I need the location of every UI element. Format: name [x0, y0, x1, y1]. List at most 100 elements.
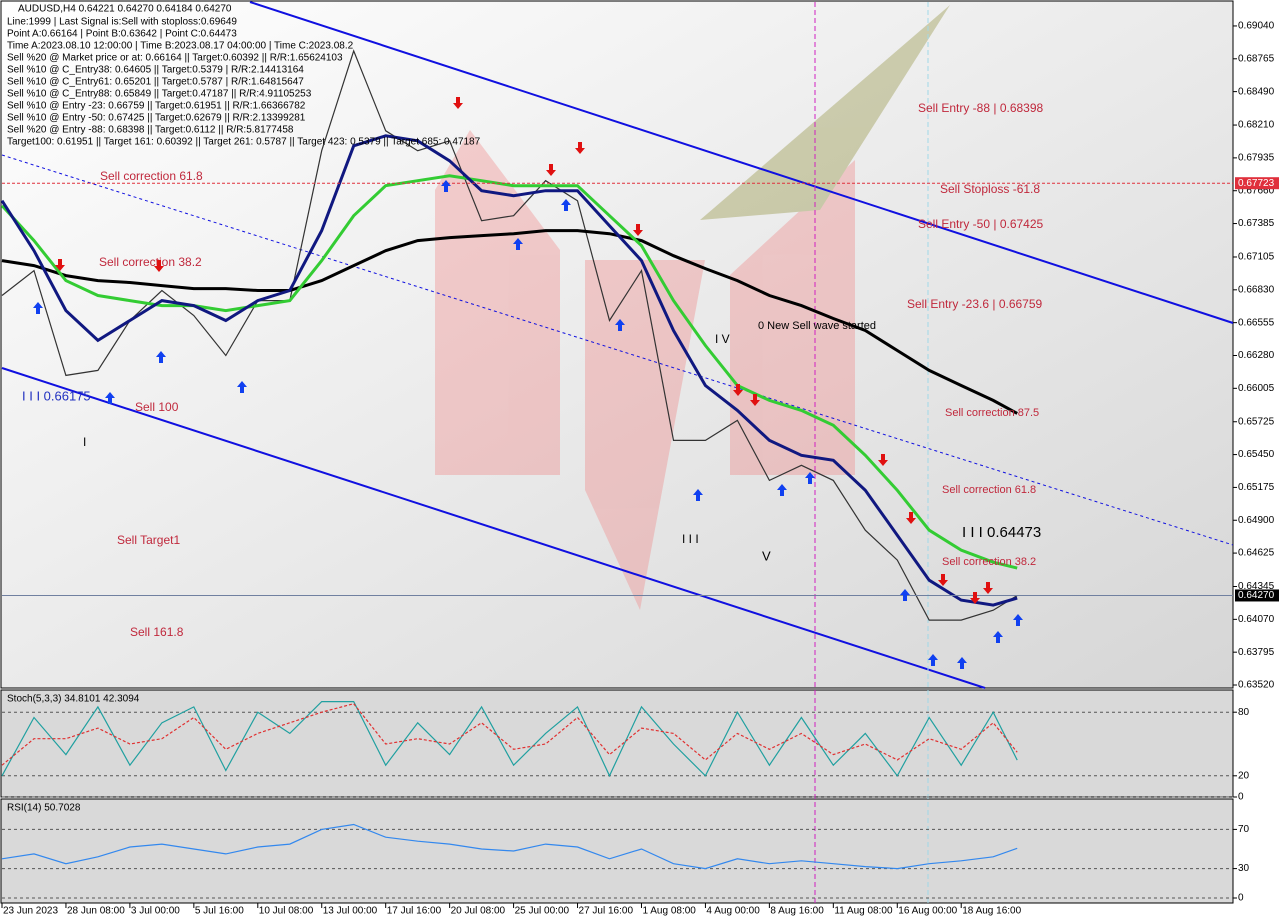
- y-tick-label: 0.64345: [1238, 581, 1275, 592]
- signal-arrow: [693, 489, 703, 501]
- x-tick-label: 3 Jul 00:00: [131, 906, 180, 917]
- y-tick-label: 0.64070: [1238, 614, 1275, 625]
- series-line: [1, 701, 1018, 778]
- signal-arrow: [615, 319, 625, 331]
- signal-arrow: [154, 260, 164, 272]
- y-tick-label: 0.67385: [1238, 218, 1275, 229]
- y-tick-label: 70: [1238, 824, 1250, 835]
- annotation: I I I 0.64473: [962, 524, 1041, 541]
- x-tick-label: 4 Aug 00:00: [706, 906, 760, 917]
- annotation: Sell correction 38.2: [99, 255, 202, 269]
- annotation: Sell correction 61.8: [942, 484, 1036, 496]
- y-tick-label: 0.64625: [1238, 548, 1275, 559]
- annotation: Sell Entry -50 | 0.67425: [918, 217, 1044, 231]
- watermark: [435, 5, 950, 610]
- annotation: I: [83, 435, 86, 449]
- y-tick-label: 80: [1238, 707, 1250, 718]
- signal-arrow: [805, 472, 815, 484]
- y-tick-label: 0.67935: [1238, 153, 1275, 164]
- info-line: Point A:0.66164 | Point B:0.63642 | Poin…: [7, 29, 237, 40]
- annotation: I V: [715, 332, 730, 346]
- series-line: [1, 229, 1018, 415]
- x-tick-label: 5 Jul 16:00: [195, 906, 244, 917]
- signal-arrow: [33, 302, 43, 314]
- annotation: Sell Entry -23.6 | 0.66759: [907, 297, 1043, 311]
- annotation: I I I: [682, 532, 699, 546]
- info-line: Line:1999 | Last Signal is:Sell with sto…: [7, 17, 237, 28]
- info-line: Sell %10 @ C_Entry88: 0.65849 || Target:…: [7, 89, 312, 100]
- series-line: [1, 703, 1018, 766]
- stop-label-box: [1235, 177, 1279, 190]
- annotation: Sell 100: [135, 400, 179, 414]
- y-tick-label: 0.68490: [1238, 86, 1275, 97]
- last-price-label: 0.64270: [1238, 590, 1275, 601]
- annotation: V: [762, 548, 771, 563]
- annotation: Sell correction 38.2: [942, 556, 1036, 568]
- signal-arrow: [733, 384, 743, 396]
- y-tick-label: 0.66005: [1238, 383, 1275, 394]
- info-line: Sell %10 @ C_Entry61: 0.65201 || Target:…: [7, 77, 304, 88]
- signal-arrow: [957, 657, 967, 669]
- x-tick-label: 17 Jul 16:00: [387, 906, 442, 917]
- x-tick-label: 25 Jul 00:00: [515, 906, 570, 917]
- signal-arrow: [237, 381, 247, 393]
- signal-arrow: [938, 574, 948, 586]
- signal-arrow: [633, 224, 643, 236]
- y-tick-label: 0.65725: [1238, 416, 1275, 427]
- signal-arrow: [1013, 614, 1023, 626]
- signal-arrow: [156, 351, 166, 363]
- signal-arrow: [513, 238, 523, 250]
- annotation: I I I 0.66175: [22, 388, 91, 403]
- x-tick-label: 8 Aug 16:00: [770, 906, 824, 917]
- y-tick-label: 0.66830: [1238, 284, 1275, 295]
- signal-arrow: [906, 512, 916, 524]
- signal-arrow: [928, 654, 938, 666]
- main-panel: [0, 0, 1234, 689]
- stoch-panel: [0, 689, 1234, 798]
- x-tick-label: 11 Aug 08:00: [834, 906, 893, 917]
- annotation: 0 New Sell wave started: [758, 320, 876, 332]
- indicator-title: Stoch(5,3,3) 34.8101 42.3094: [7, 694, 140, 705]
- annotation: Sell correction 87.5: [945, 407, 1039, 419]
- annotation: Sell correction 61.8: [100, 169, 203, 183]
- info-line: Sell %20 @ Market price or at: 0.66164 |…: [7, 53, 343, 64]
- x-tick-label: 18 Aug 16:00: [962, 906, 1021, 917]
- info-line: Sell %10 @ C_Entry38: 0.64605 || Target:…: [7, 65, 304, 76]
- y-tick-label: 0.64900: [1238, 515, 1275, 526]
- info-line: Time A:2023.08.10 12:00:00 | Time B:2023…: [7, 41, 354, 52]
- y-tick-label: 0.68210: [1238, 120, 1275, 131]
- signal-arrow: [878, 454, 888, 466]
- stop-label: 0.67723: [1238, 178, 1275, 189]
- signal-arrow: [453, 97, 463, 109]
- x-tick-label: 1 Aug 08:00: [642, 906, 696, 917]
- x-tick-label: 16 Aug 00:00: [898, 906, 957, 917]
- signal-arrow: [55, 259, 65, 271]
- x-tick-label: 23 Jun 2023: [3, 906, 58, 917]
- series-line: [1, 823, 1018, 870]
- x-tick-label: 28 Jun 08:00: [67, 906, 125, 917]
- indicator-title: RSI(14) 50.7028: [7, 803, 81, 814]
- signal-arrow: [750, 394, 760, 406]
- channel: [1, 1, 1234, 903]
- y-tick-label: 0.66555: [1238, 317, 1275, 328]
- y-tick-label: 0: [1238, 792, 1244, 803]
- x-tick-label: 13 Jul 00:00: [323, 906, 378, 917]
- signal-arrow: [970, 592, 980, 604]
- y-tick-label: 0.67660: [1238, 185, 1275, 196]
- x-tick-label: 20 Jul 08:00: [451, 906, 506, 917]
- series-line: [0, 174, 1018, 570]
- symbol-title: AUDUSD,H4 0.64221 0.64270 0.64184 0.6427…: [18, 4, 232, 15]
- signal-arrow: [900, 589, 910, 601]
- signal-arrow: [993, 631, 1003, 643]
- signal-arrow: [983, 582, 993, 594]
- signal-arrow: [561, 199, 571, 211]
- annotation: Sell 161.8: [130, 625, 184, 639]
- series-line: [0, 134, 1018, 607]
- signal-arrow: [546, 164, 556, 176]
- y-tick-label: 0.68765: [1238, 53, 1275, 64]
- signal-arrow: [441, 180, 451, 192]
- y-tick-label: 0: [1238, 893, 1244, 904]
- y-tick-label: 0.63795: [1238, 647, 1275, 658]
